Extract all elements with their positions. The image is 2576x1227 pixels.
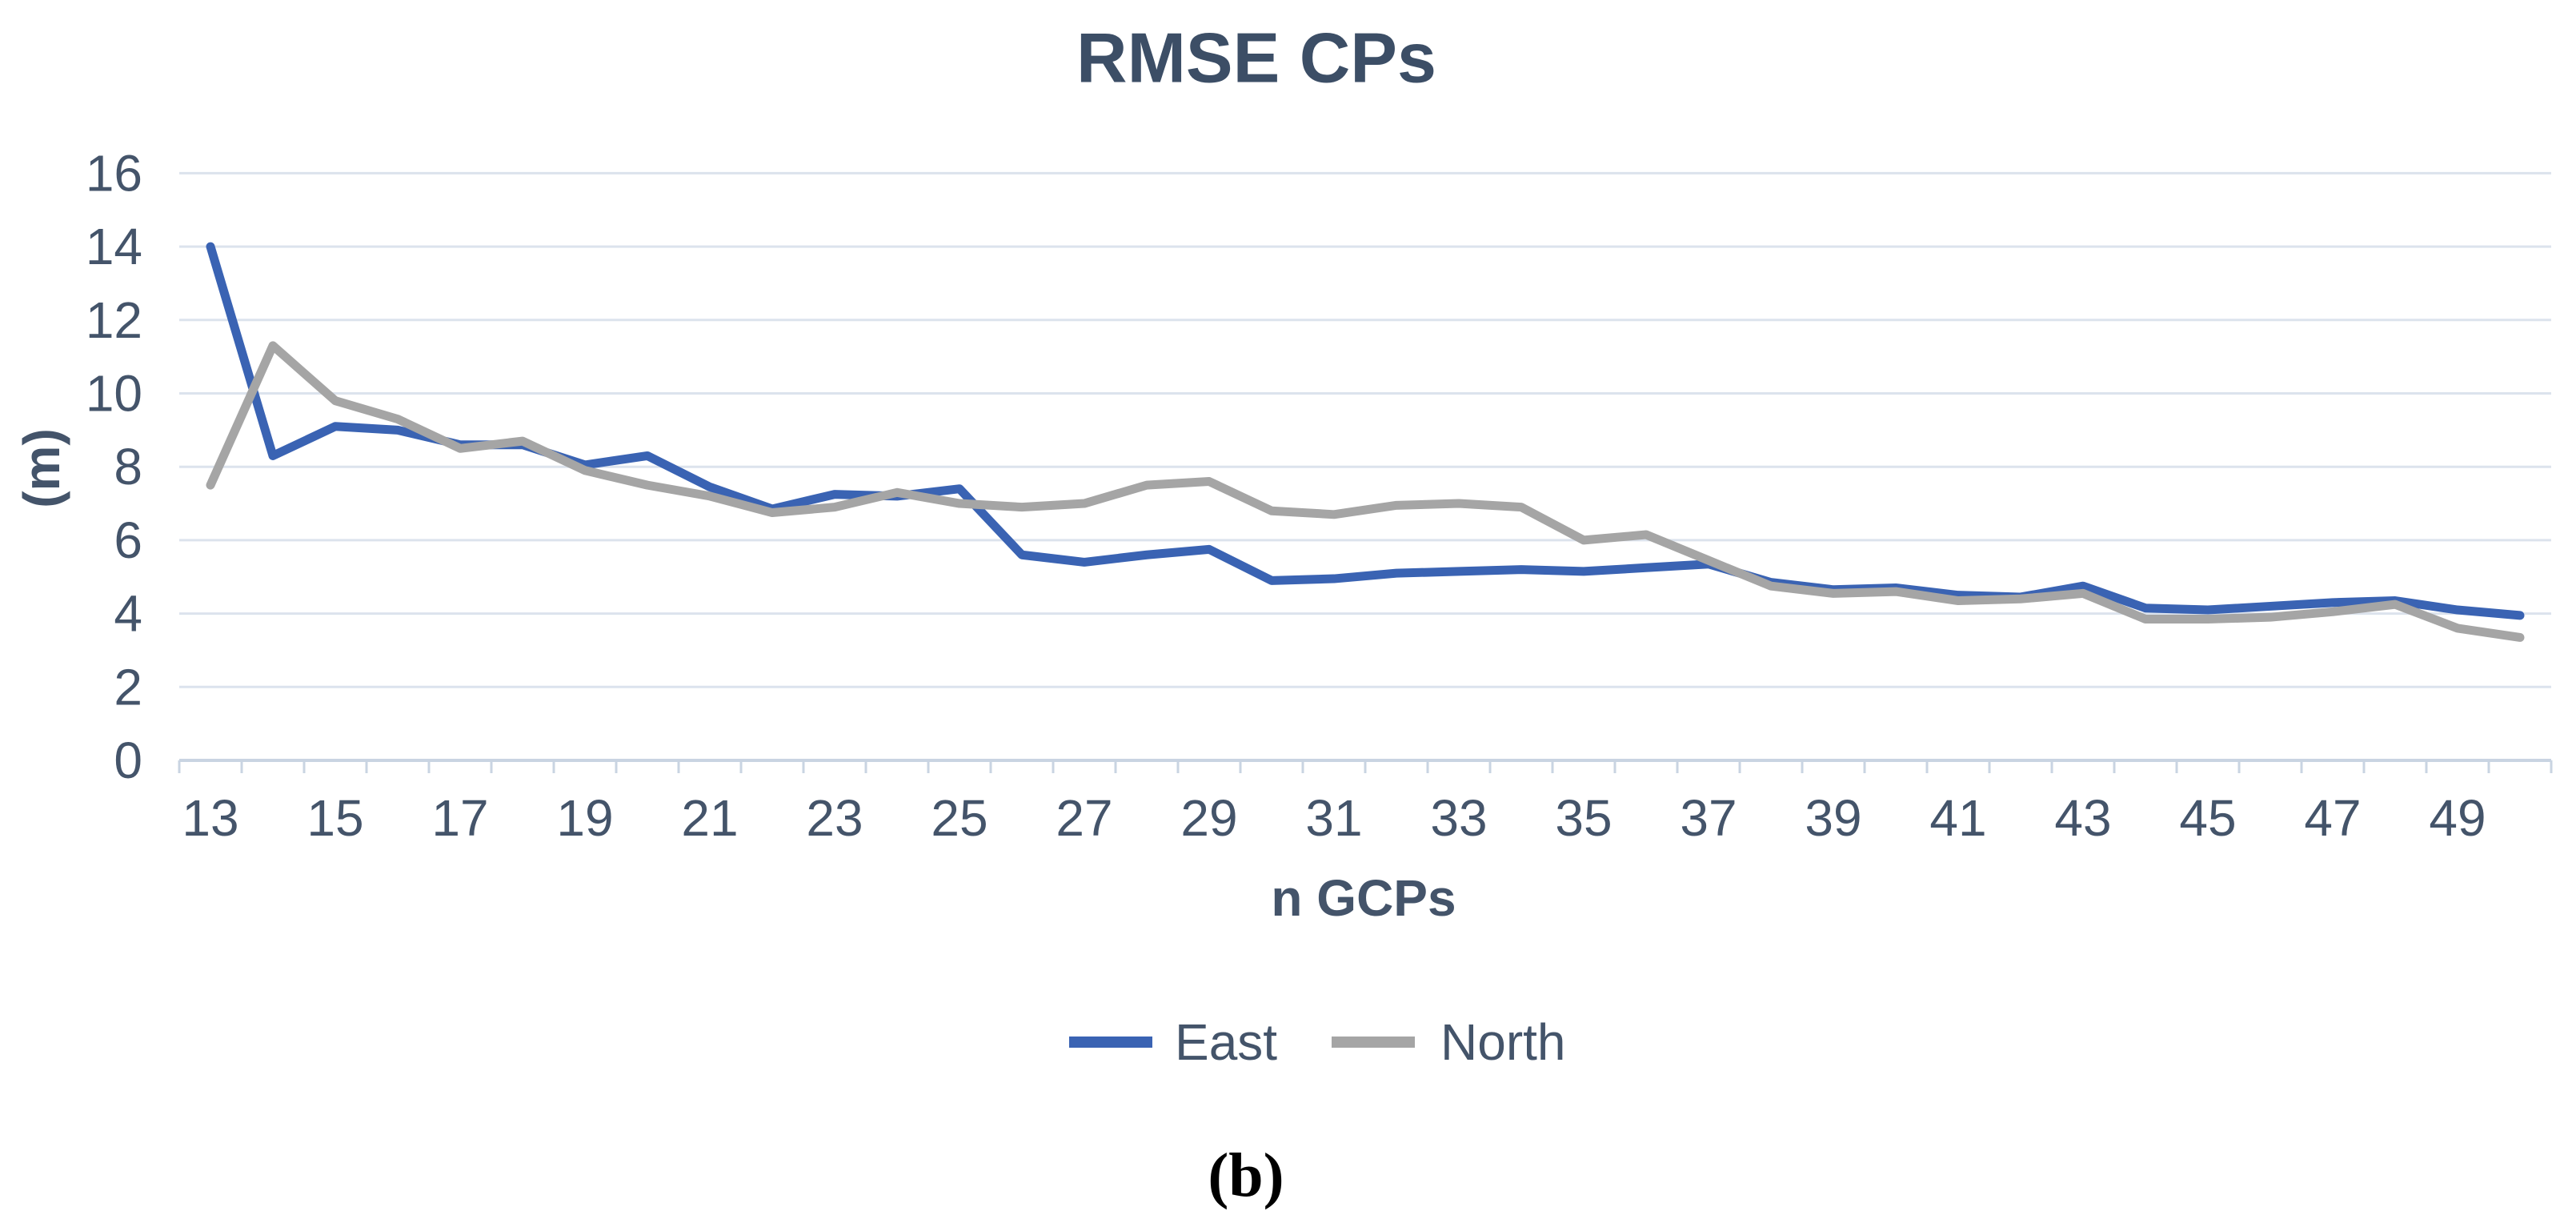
x-tick-label: 19 xyxy=(556,789,613,847)
x-axis-title: n GCPs xyxy=(1271,869,1456,927)
north-series-line xyxy=(206,341,2525,642)
x-tick-label: 17 xyxy=(431,789,488,847)
x-tick-label: 29 xyxy=(1180,789,1237,847)
y-tick-label: 8 xyxy=(114,438,142,495)
series-lines-group xyxy=(206,242,2525,642)
x-tick-label: 45 xyxy=(2179,789,2236,847)
figure-caption: (b) xyxy=(1208,1141,1284,1210)
x-tick-label: 35 xyxy=(1555,789,1612,847)
x-tick-label: 37 xyxy=(1680,789,1737,847)
y-tick-label: 12 xyxy=(86,291,142,349)
x-tick-label: 43 xyxy=(2054,789,2111,847)
x-tick-label: 47 xyxy=(2304,789,2361,847)
x-tick-label: 31 xyxy=(1305,789,1362,847)
x-tick-label: 15 xyxy=(306,789,363,847)
x-tick-label: 23 xyxy=(806,789,863,847)
y-tick-label: 6 xyxy=(114,511,142,569)
x-tick-label: 39 xyxy=(1805,789,1861,847)
legend: East North xyxy=(1069,1013,1566,1071)
east-legend-label: East xyxy=(1175,1013,1277,1071)
x-axis-ticks-group: 13 15 17 19 21 23 25 27 29 31 33 35 37 39 41 43 45 47 49 xyxy=(178,760,2553,847)
y-axis-title: (m) xyxy=(13,428,70,508)
east-series-line xyxy=(206,242,2525,620)
y-tick-labels-group: 0 2 4 6 8 10 12 14 16 xyxy=(86,144,142,789)
x-tick-label: 21 xyxy=(681,789,738,847)
x-tick-label: 27 xyxy=(1056,789,1112,847)
x-tick-label: 33 xyxy=(1430,789,1487,847)
y-tick-label: 10 xyxy=(86,365,142,423)
x-tick-label: 13 xyxy=(182,789,238,847)
gridlines-group xyxy=(179,171,2551,762)
x-tick-label: 49 xyxy=(2429,789,2486,847)
y-tick-label: 14 xyxy=(86,218,142,275)
y-tick-label: 16 xyxy=(86,144,142,202)
x-tick-label: 25 xyxy=(931,789,988,847)
y-tick-label: 2 xyxy=(114,658,142,716)
y-tick-label: 4 xyxy=(114,585,142,643)
north-legend-label: North xyxy=(1440,1013,1566,1071)
x-tick-label: 41 xyxy=(1929,789,1986,847)
chart-title: RMSE CPs xyxy=(1076,18,1436,98)
y-tick-label: 0 xyxy=(114,732,142,789)
